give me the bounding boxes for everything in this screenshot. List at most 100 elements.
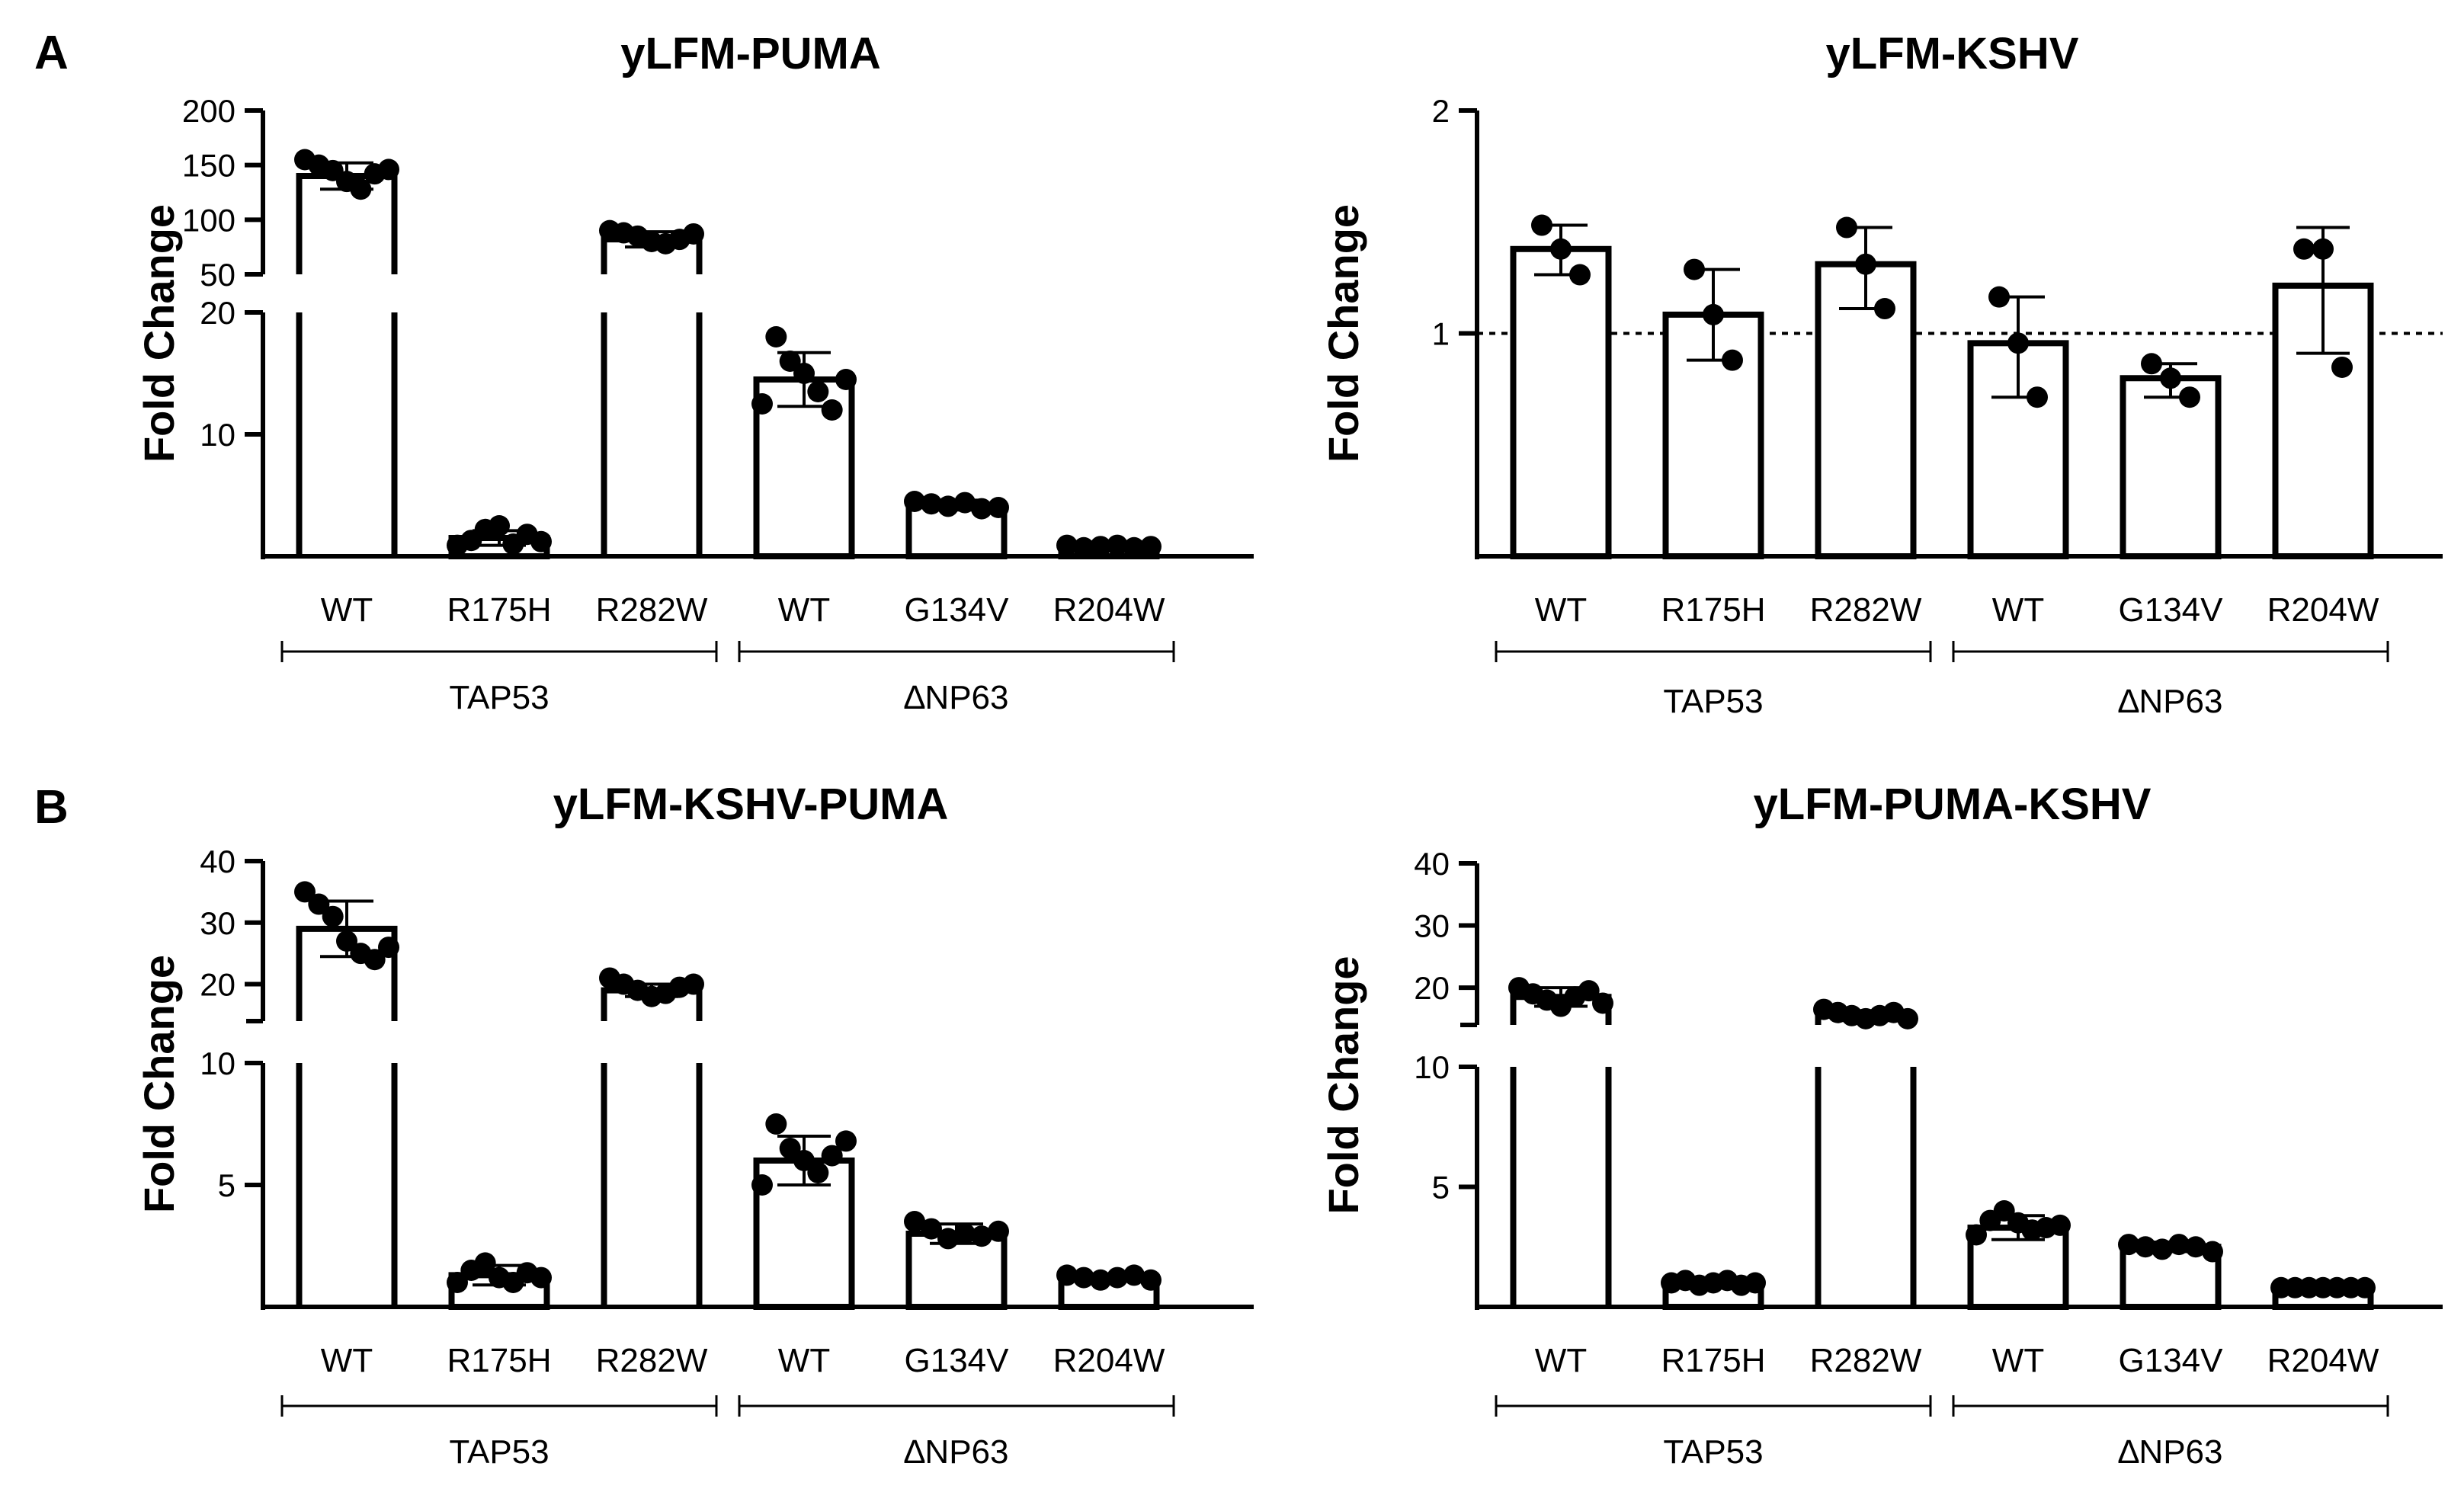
- data-point: [1578, 980, 1600, 1002]
- bar-lower: [601, 1063, 703, 1307]
- x-tick-label: WT: [778, 591, 830, 629]
- panel-letter-a: A: [34, 27, 69, 79]
- x-tick-label: G134V: [905, 1342, 1010, 1379]
- data-point: [821, 399, 843, 421]
- data-point: [765, 1113, 787, 1135]
- y-tick-label: 150: [182, 148, 236, 184]
- x-tick-label: G134V: [2119, 1342, 2224, 1379]
- y-tick-label: 5: [1432, 1170, 1450, 1206]
- data-point: [1056, 1264, 1078, 1286]
- x-tick-label: R282W: [1810, 1342, 1922, 1379]
- bar-lower: [296, 312, 398, 556]
- bar-2: [601, 236, 703, 556]
- data-point: [364, 949, 386, 971]
- x-tick-label: G134V: [2119, 591, 2224, 629]
- data-point: [835, 369, 857, 390]
- data-point: [793, 1150, 815, 1171]
- x-tick-label: R175H: [1661, 1342, 1766, 1379]
- data-point: [1966, 1224, 1987, 1246]
- bar-0: [296, 925, 398, 1307]
- data-point: [1107, 1266, 1128, 1289]
- y-tick-label: 10: [200, 1045, 236, 1081]
- data-point: [1897, 1007, 1918, 1029]
- panel-letter-b: B: [34, 781, 69, 834]
- chart-title: yLFM-PUMA-KSHV: [1754, 780, 2152, 829]
- data-point: [821, 1145, 843, 1167]
- data-point: [1855, 253, 1876, 275]
- y-tick-label: 10: [200, 417, 236, 453]
- data-point: [2152, 1238, 2173, 1260]
- y-tick-label: 5: [218, 1167, 236, 1203]
- group-label: ∆NP63: [2119, 683, 2223, 720]
- data-point: [2160, 367, 2181, 389]
- data-point: [683, 223, 704, 245]
- data-point: [350, 178, 372, 200]
- data-point: [2331, 356, 2353, 378]
- y-tick-label: 10: [1414, 1049, 1450, 1085]
- x-tick-label: WT: [1992, 1342, 2044, 1379]
- data-point: [807, 1162, 829, 1183]
- data-point: [489, 515, 510, 536]
- data-point: [2185, 1236, 2206, 1258]
- data-point: [937, 1228, 959, 1250]
- data-point: [308, 893, 330, 915]
- bar-0: [296, 173, 398, 556]
- group-label: ∆NP63: [905, 1433, 1009, 1471]
- data-point: [447, 1272, 468, 1293]
- group-label: TAP53: [449, 679, 549, 716]
- chart-title: yLFM-KSHV-PUMA: [553, 780, 949, 829]
- data-point: [988, 497, 1009, 518]
- bar-rect: [905, 1231, 1008, 1310]
- data-point: [1107, 534, 1128, 556]
- y-tick-label: 20: [1414, 970, 1450, 1006]
- data-point: [751, 393, 773, 415]
- x-tick-label: G134V: [905, 591, 1010, 629]
- data-point: [954, 1223, 976, 1244]
- data-point: [971, 498, 992, 520]
- chart-title: yLFM-KSHV: [1826, 29, 2079, 78]
- data-point: [2049, 1214, 2071, 1236]
- data-point: [1123, 1264, 1145, 1286]
- data-point: [1056, 534, 1078, 556]
- y-axis-label: Fold Change: [1319, 956, 1367, 1214]
- bar-rect: [1815, 261, 1917, 559]
- data-point: [921, 1218, 942, 1240]
- data-point: [474, 1252, 496, 1274]
- y-tick-label: 20: [200, 295, 236, 331]
- data-point: [1836, 216, 1857, 239]
- bar-2: [1815, 261, 1917, 559]
- data-point: [1550, 238, 1572, 260]
- data-point: [954, 492, 976, 514]
- y-tick-label: 40: [1414, 846, 1450, 882]
- x-tick-label: R282W: [596, 591, 708, 629]
- data-point: [1073, 1266, 1094, 1289]
- x-tick-label: R175H: [447, 591, 552, 629]
- data-point: [1722, 349, 1743, 371]
- data-point: [1090, 1269, 1111, 1291]
- x-tick-label: R204W: [1053, 591, 1165, 629]
- x-tick-label: WT: [1992, 591, 2044, 629]
- data-point: [1703, 303, 1724, 325]
- chart-ylfm-kshv-puma: yLFM-KSHV-PUMA Fold Change 5 10 20 30 40 WT R175…: [135, 780, 1254, 1471]
- x-tick-label: WT: [321, 591, 373, 629]
- data-point: [793, 363, 815, 384]
- y-axis-label: Fold Change: [1319, 204, 1367, 463]
- x-tick-label: R204W: [1053, 1342, 1165, 1379]
- data-point: [1140, 536, 1162, 558]
- y-axis-label: Fold Change: [135, 955, 183, 1213]
- y-tick-label: 20: [200, 967, 236, 1003]
- data-point: [835, 1130, 857, 1152]
- data-point: [2202, 1241, 2223, 1263]
- x-tick-label: R204W: [2267, 1342, 2379, 1379]
- x-tick-label: R175H: [1661, 591, 1766, 629]
- data-point: [765, 326, 787, 347]
- data-point: [294, 881, 316, 903]
- data-point: [1993, 1200, 2015, 1222]
- data-point: [1090, 536, 1111, 558]
- bar-lower: [1815, 1067, 1917, 1307]
- data-point: [1123, 536, 1145, 559]
- bar-2: [1815, 1012, 1917, 1307]
- data-point: [530, 1266, 552, 1289]
- bar-lower: [1510, 1067, 1612, 1307]
- x-tick-label: WT: [321, 1342, 373, 1379]
